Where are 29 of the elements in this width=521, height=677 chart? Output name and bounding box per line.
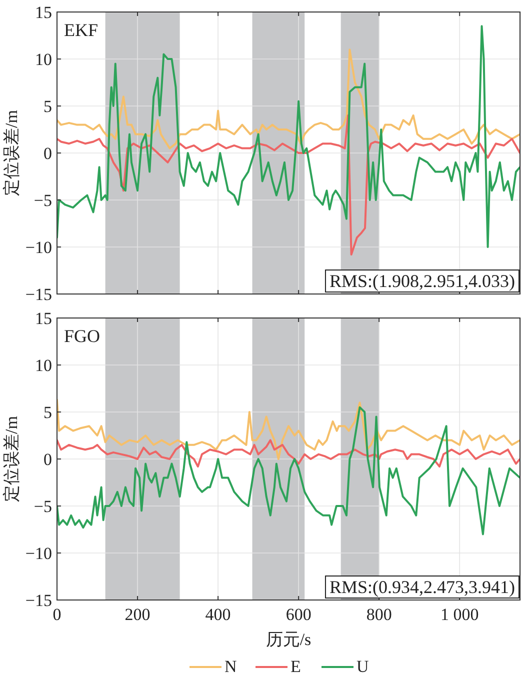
y-tick-label: 15 — [35, 3, 52, 22]
x-tick-label: 400 — [205, 605, 231, 624]
y-tick-label: −10 — [25, 238, 52, 257]
y-tick-label: −5 — [34, 497, 52, 516]
y-tick-label: −15 — [25, 285, 52, 304]
x-axis-title: 历元/s — [266, 630, 312, 649]
y-tick-label: 10 — [35, 50, 52, 69]
annotation: RMS:(1.908,2.951,4.033) — [329, 271, 515, 291]
y-tick-label: −5 — [34, 191, 52, 210]
legend-label: U — [356, 657, 369, 676]
x-tick-label: 600 — [286, 605, 312, 624]
y-tick-label: −15 — [25, 591, 52, 610]
x-tick-label: 800 — [366, 605, 392, 624]
chart-title: FGO — [64, 326, 100, 346]
y-axis-title: 定位误差/m — [2, 416, 21, 502]
y-tick-label: 15 — [35, 309, 52, 328]
y-tick-label: 0 — [44, 450, 52, 469]
chart-title: EKF — [64, 20, 98, 40]
y-tick-label: 0 — [44, 144, 52, 163]
legend-label: E — [290, 657, 301, 676]
y-tick-label: 5 — [44, 403, 52, 422]
x-tick-label: 200 — [124, 605, 150, 624]
x-tick-label: 1 000 — [440, 605, 479, 624]
annotation: RMS:(0.934,2.473,3.941) — [329, 577, 515, 597]
y-axis-title: 定位误差/m — [2, 110, 21, 196]
legend-label: N — [224, 657, 237, 676]
y-tick-label: 5 — [44, 97, 52, 116]
y-tick-label: 10 — [35, 356, 52, 375]
y-tick-label: −10 — [25, 544, 52, 563]
